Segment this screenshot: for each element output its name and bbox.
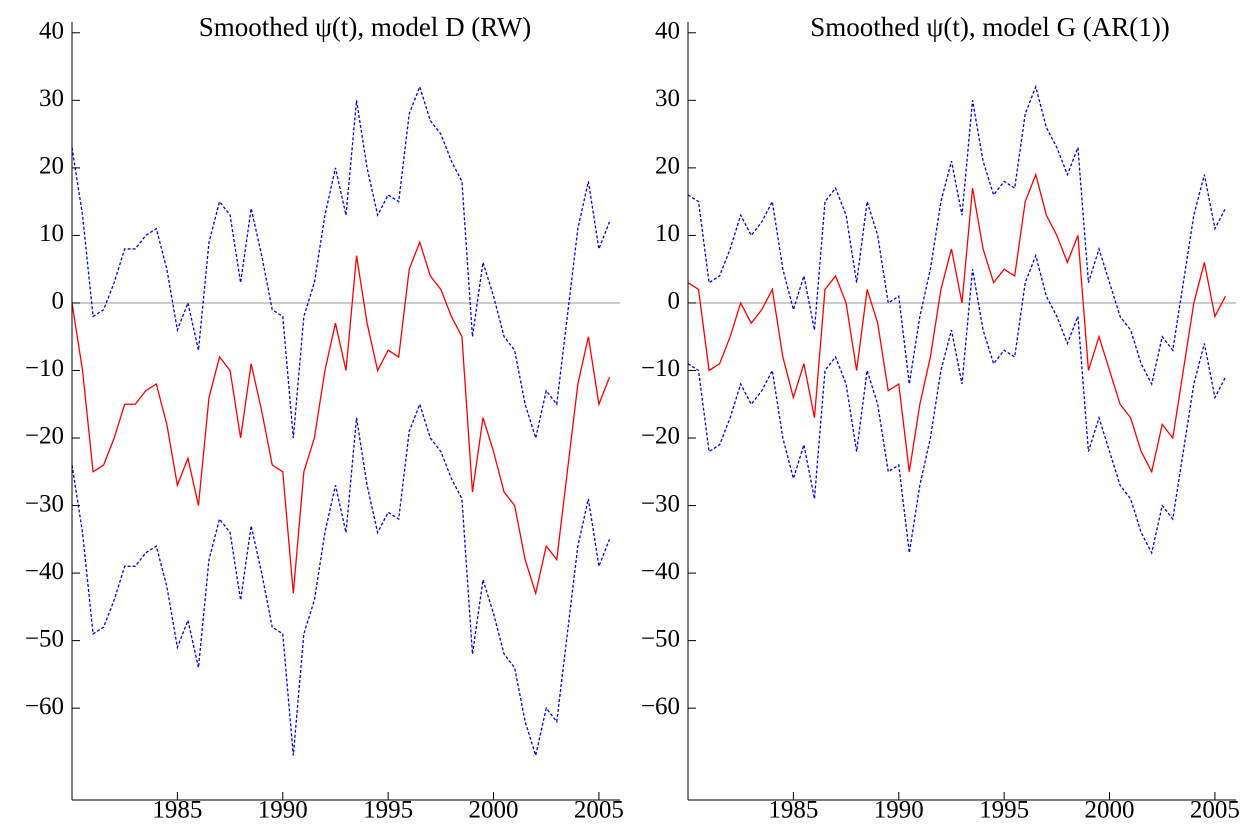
series-line: [687, 172, 1227, 474]
x-tick-label: 1990: [874, 797, 924, 824]
y-tick-label: 0: [52, 288, 65, 315]
y-tick-label: 30: [655, 85, 680, 112]
y-tick-label: −50: [641, 625, 680, 652]
y-tick-label: −40: [25, 558, 64, 585]
y-tick-label: 40: [655, 18, 680, 45]
y-tick-label: −10: [641, 355, 680, 382]
series-line: [71, 84, 611, 441]
x-tick-label: 2005: [1190, 797, 1240, 824]
y-tick-label: −20: [641, 423, 680, 450]
x-tick-label: 2000: [1085, 797, 1135, 824]
series-line: [687, 84, 1227, 386]
x-tick-label: 1990: [258, 797, 308, 824]
y-tick-label: 30: [39, 85, 64, 112]
x-tick-label: 1985: [768, 797, 818, 824]
y-tick-label: 20: [39, 153, 64, 180]
series-line: [687, 253, 1227, 555]
x-tick-label: 2005: [574, 797, 624, 824]
y-tick-label: −60: [25, 693, 64, 720]
y-tick-label: 40: [39, 18, 64, 45]
y-tick-label: −30: [25, 490, 64, 517]
x-tick-label: 1995: [363, 797, 413, 824]
series-line: [71, 402, 611, 758]
y-tick-label: −50: [25, 625, 64, 652]
y-tick-label: 0: [668, 288, 681, 315]
y-tick-label: −30: [641, 490, 680, 517]
y-tick-label: 10: [655, 220, 680, 247]
x-tick-label: 1995: [979, 797, 1029, 824]
series-line: [71, 240, 611, 596]
x-tick-label: 1985: [152, 797, 202, 824]
y-tick-label: −60: [641, 693, 680, 720]
y-tick-label: 20: [655, 153, 680, 180]
y-tick-label: −40: [641, 558, 680, 585]
chart-title: Smoothed ψ(t), model G (AR(1)): [810, 12, 1170, 42]
x-tick-label: 2000: [469, 797, 519, 824]
chart-title: Smoothed ψ(t), model D (RW): [199, 12, 532, 42]
y-tick-label: −20: [25, 423, 64, 450]
y-tick-label: −10: [25, 355, 64, 382]
y-tick-label: 10: [39, 220, 64, 247]
